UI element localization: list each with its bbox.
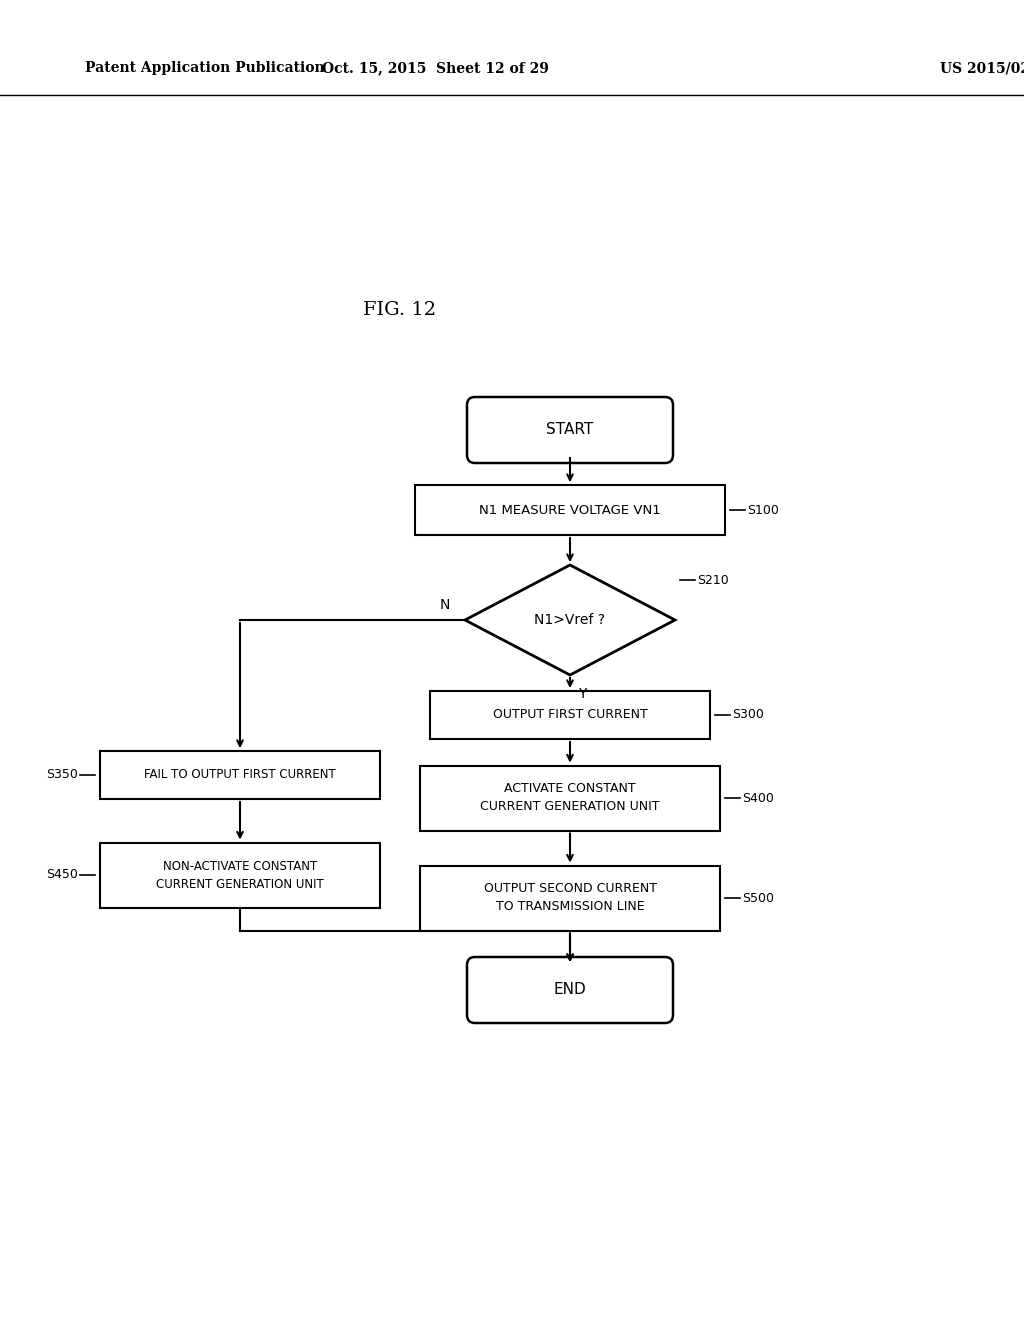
FancyBboxPatch shape — [467, 397, 673, 463]
Text: Y: Y — [578, 686, 587, 701]
Text: N: N — [439, 598, 450, 612]
Bar — [100, 751, 380, 799]
Text: S400: S400 — [742, 792, 774, 804]
Text: S450: S450 — [46, 869, 78, 882]
Polygon shape — [465, 565, 675, 675]
Text: OUTPUT SECOND CURRENT
TO TRANSMISSION LINE: OUTPUT SECOND CURRENT TO TRANSMISSION LI… — [483, 883, 656, 913]
Text: END: END — [554, 982, 587, 998]
Bar — [100, 842, 380, 908]
Text: FAIL TO OUTPUT FIRST CURRENT: FAIL TO OUTPUT FIRST CURRENT — [144, 768, 336, 781]
FancyBboxPatch shape — [467, 957, 673, 1023]
Text: US 2015/0295563 A1: US 2015/0295563 A1 — [940, 61, 1024, 75]
Text: FIG. 12: FIG. 12 — [364, 301, 436, 319]
Text: ACTIVATE CONSTANT
CURRENT GENERATION UNIT: ACTIVATE CONSTANT CURRENT GENERATION UNI… — [480, 783, 659, 813]
Text: N1 MEASURE VOLTAGE VN1: N1 MEASURE VOLTAGE VN1 — [479, 503, 660, 516]
Bar — [415, 484, 725, 535]
Text: NON-ACTIVATE CONSTANT
CURRENT GENERATION UNIT: NON-ACTIVATE CONSTANT CURRENT GENERATION… — [156, 859, 324, 891]
Text: OUTPUT FIRST CURRENT: OUTPUT FIRST CURRENT — [493, 709, 647, 722]
Text: S500: S500 — [742, 891, 774, 904]
Bar — [430, 690, 710, 739]
Text: START: START — [547, 422, 594, 437]
Bar — [420, 866, 720, 931]
Text: S100: S100 — [746, 503, 779, 516]
Text: Oct. 15, 2015  Sheet 12 of 29: Oct. 15, 2015 Sheet 12 of 29 — [322, 61, 549, 75]
Text: Patent Application Publication: Patent Application Publication — [85, 61, 325, 75]
Text: N1>Vref ?: N1>Vref ? — [535, 612, 605, 627]
Text: S300: S300 — [732, 709, 764, 722]
Bar — [420, 766, 720, 830]
Text: S350: S350 — [46, 768, 78, 781]
Text: S210: S210 — [697, 573, 729, 586]
